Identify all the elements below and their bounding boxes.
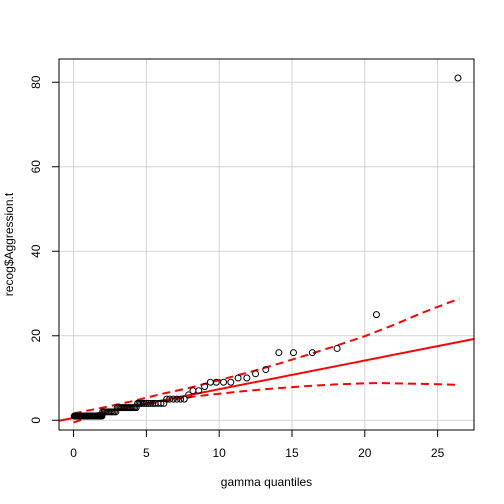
data-point bbox=[289, 349, 297, 357]
x-tick-label: 10 bbox=[212, 446, 226, 460]
data-point bbox=[308, 349, 316, 357]
y-tick-label: 40 bbox=[29, 244, 43, 258]
x-tick-label: 15 bbox=[285, 446, 299, 460]
x-tick-label: 5 bbox=[143, 446, 150, 460]
data-point bbox=[185, 391, 193, 399]
data-point bbox=[195, 387, 203, 395]
data-point bbox=[372, 311, 380, 319]
x-tick-label: 20 bbox=[358, 446, 372, 460]
data-point bbox=[145, 399, 153, 407]
y-tick-label: 20 bbox=[29, 329, 43, 343]
y-axis-label: recog$Aggression.t bbox=[2, 192, 16, 296]
x-tick-label: 25 bbox=[431, 446, 445, 460]
data-point bbox=[98, 412, 106, 420]
data-point bbox=[157, 399, 165, 407]
grid bbox=[59, 59, 474, 430]
data-point bbox=[140, 399, 148, 407]
data-point bbox=[166, 395, 174, 403]
confidence-band-upper bbox=[73, 297, 460, 415]
data-point bbox=[220, 378, 228, 386]
data-point bbox=[252, 370, 260, 378]
data-point bbox=[177, 395, 185, 403]
data-points bbox=[70, 74, 462, 420]
data-point bbox=[138, 399, 146, 407]
data-point bbox=[212, 378, 220, 386]
data-point bbox=[333, 344, 341, 352]
data-point bbox=[454, 74, 462, 82]
y-tick-label: 80 bbox=[29, 75, 43, 89]
data-point bbox=[234, 374, 242, 382]
data-point bbox=[262, 366, 270, 374]
data-point bbox=[147, 399, 155, 407]
data-point bbox=[169, 395, 177, 403]
data-point bbox=[180, 395, 188, 403]
data-point bbox=[173, 395, 181, 403]
data-point bbox=[149, 399, 157, 407]
data-point bbox=[163, 395, 171, 403]
data-point bbox=[243, 374, 251, 382]
data-point bbox=[142, 399, 150, 407]
data-point bbox=[201, 382, 209, 390]
data-point bbox=[275, 349, 283, 357]
y-tick-label: 60 bbox=[29, 160, 43, 174]
x-axis-label: gamma quantiles bbox=[221, 475, 312, 489]
y-tick-label: 0 bbox=[29, 417, 43, 424]
data-point bbox=[227, 378, 235, 386]
axes: 0 5 10 15 20 25 0 20 40 60 80 bbox=[29, 75, 445, 460]
x-tick-label: 0 bbox=[70, 446, 77, 460]
